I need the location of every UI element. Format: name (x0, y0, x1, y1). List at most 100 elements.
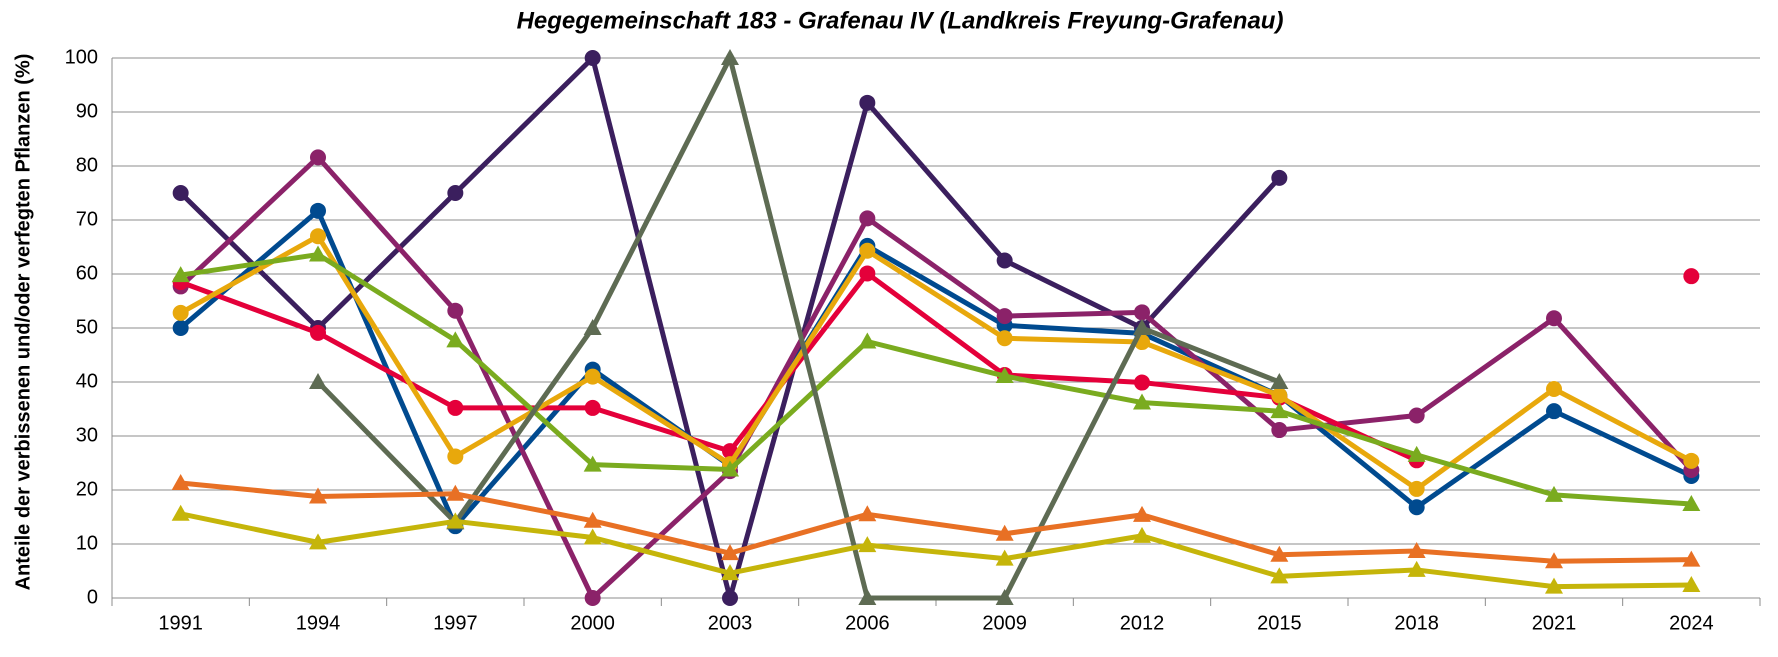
y-tick-label: 40 (76, 370, 98, 392)
marker (171, 266, 190, 283)
x-tick-label: 2000 (570, 612, 615, 634)
marker (1682, 576, 1701, 593)
marker (1408, 407, 1425, 424)
marker (172, 304, 189, 321)
y-tick-label: 20 (76, 478, 98, 500)
x-tick-label: 1991 (158, 612, 203, 634)
marker (1271, 422, 1288, 439)
marker (1407, 445, 1426, 462)
marker (1682, 550, 1701, 567)
marker (722, 590, 738, 606)
marker (310, 202, 326, 219)
marker (996, 308, 1013, 325)
x-tick-label: 2021 (1532, 612, 1577, 634)
marker (1408, 499, 1425, 516)
series-line (180, 252, 1692, 507)
y-tick-label: 30 (76, 424, 98, 446)
marker (1134, 374, 1150, 391)
marker (446, 512, 465, 529)
marker (721, 544, 739, 561)
marker (309, 533, 327, 550)
marker (309, 245, 327, 262)
marker (721, 564, 739, 581)
marker (172, 320, 189, 336)
marker (1133, 393, 1151, 410)
marker (1546, 381, 1562, 398)
marker (584, 50, 601, 66)
marker (721, 460, 739, 477)
marker (995, 589, 1014, 605)
y-axis-label: Anteile der verbissenen und/oder verfegt… (12, 54, 34, 591)
x-tick-label: 1994 (296, 612, 341, 634)
marker (1270, 402, 1289, 419)
x-tick-label: 2012 (1120, 612, 1165, 634)
marker (858, 332, 877, 349)
chart-title: Hegegemeinschaft 183 - Grafenau IV (Land… (517, 7, 1284, 34)
marker (1133, 505, 1151, 522)
marker (309, 373, 327, 389)
series-line (178, 154, 1694, 601)
y-tick-label: 100 (65, 46, 98, 68)
marker (172, 185, 189, 201)
x-tick-label: 2009 (982, 612, 1027, 634)
marker (858, 505, 877, 522)
marker (995, 524, 1014, 541)
x-tick-label: 2018 (1394, 612, 1439, 634)
marker (447, 185, 464, 201)
marker (446, 331, 465, 348)
marker (995, 367, 1014, 384)
marker (1133, 319, 1151, 335)
series-line (180, 511, 1692, 590)
marker (583, 455, 602, 472)
marker (171, 473, 190, 490)
marker (1546, 310, 1562, 327)
y-tick-label: 80 (76, 154, 98, 176)
marker (171, 504, 190, 521)
marker (1682, 495, 1701, 512)
marker (584, 368, 601, 385)
series-line (179, 208, 1693, 529)
marker (859, 265, 876, 282)
marker (858, 589, 877, 605)
marker (447, 448, 464, 465)
series-line (180, 480, 1692, 564)
marker (1270, 567, 1289, 584)
marker (1546, 403, 1562, 420)
marker (1133, 526, 1151, 543)
marker (1271, 387, 1288, 404)
marker (1683, 452, 1700, 469)
marker (447, 399, 464, 416)
marker (1408, 480, 1425, 497)
marker (309, 487, 327, 504)
marker (583, 319, 602, 335)
marker (1545, 577, 1563, 594)
marker (1407, 560, 1426, 577)
marker (1134, 304, 1150, 321)
series-line (181, 273, 1692, 460)
marker (1270, 545, 1289, 562)
y-tick-label: 0 (87, 586, 98, 608)
y-tick-label: 50 (76, 316, 98, 338)
marker (584, 590, 601, 606)
marker (310, 324, 326, 341)
marker (583, 528, 602, 545)
x-tick-label: 2003 (708, 612, 753, 634)
marker (1407, 542, 1426, 559)
marker (859, 242, 876, 259)
series-line (179, 233, 1693, 492)
y-tick-label: 90 (76, 100, 98, 122)
x-tick-label: 2015 (1257, 612, 1302, 634)
marker (310, 228, 326, 245)
marker (1683, 268, 1700, 285)
x-tick-label: 1997 (433, 612, 478, 634)
x-tick-label: 2024 (1669, 612, 1714, 634)
marker (995, 549, 1014, 566)
marker (310, 149, 326, 166)
x-tick-label: 2006 (845, 612, 890, 634)
marker (996, 330, 1013, 347)
marker (859, 210, 876, 227)
marker (1270, 373, 1289, 389)
marker (996, 252, 1013, 269)
